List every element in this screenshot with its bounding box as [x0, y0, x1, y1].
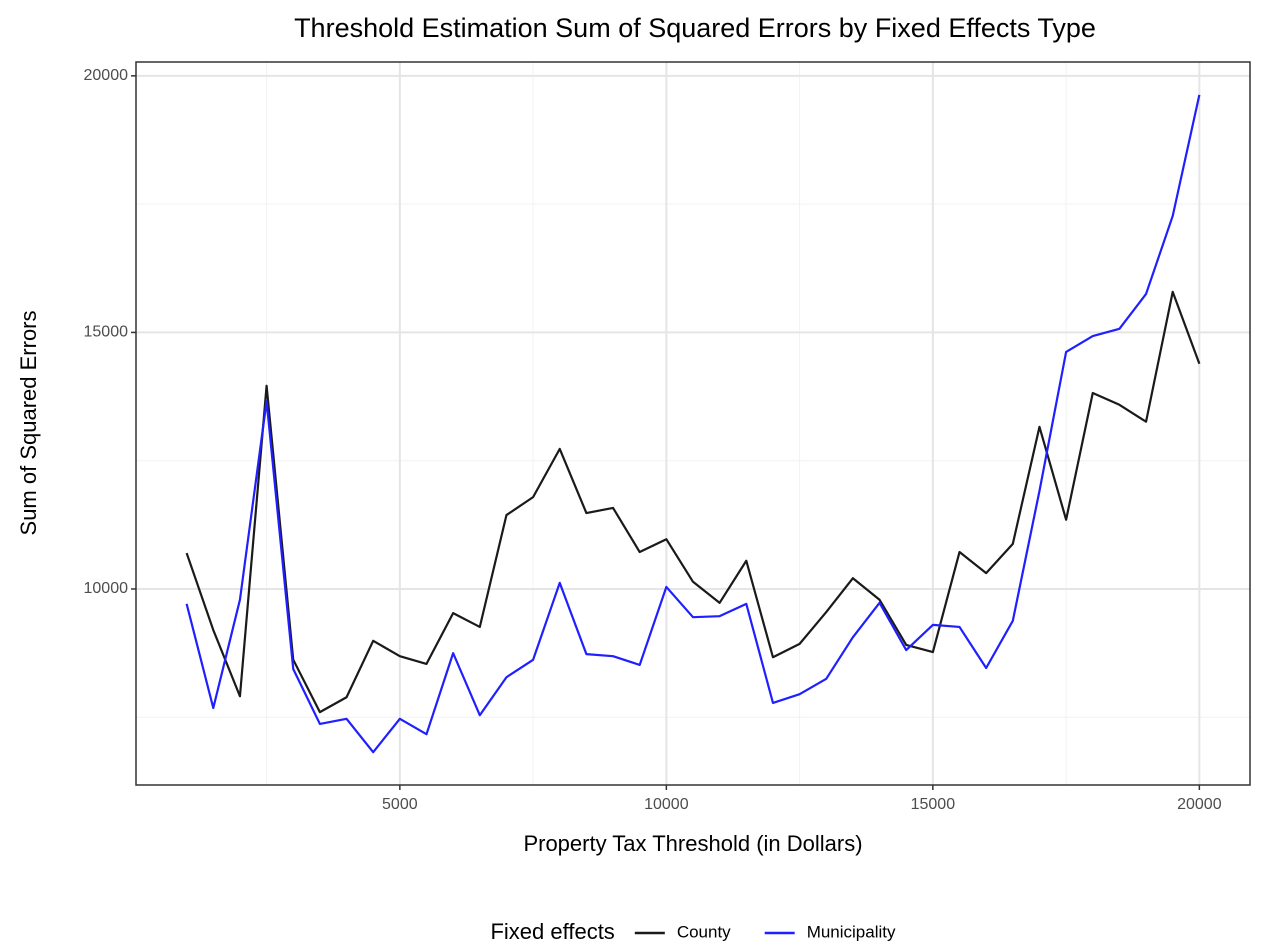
legend-title: Fixed effects — [490, 919, 614, 944]
y-tick-label: 10000 — [84, 580, 129, 597]
x-tick-label: 20000 — [1177, 796, 1222, 813]
line-series — [185, 94, 1201, 754]
y-tick-label: 15000 — [84, 324, 129, 341]
legend-label: County — [677, 922, 731, 941]
line-series — [185, 290, 1201, 714]
x-tick-label: 10000 — [644, 796, 689, 813]
panel-border — [135, 61, 1251, 786]
y-tick-label: 20000 — [84, 67, 129, 84]
chart-title: Threshold Estimation Sum of Squared Erro… — [294, 13, 1096, 43]
legend-label: Municipality — [807, 922, 896, 941]
x-tick-label: 5000 — [382, 796, 418, 813]
x-tick-label: 15000 — [911, 796, 956, 813]
x-axis-title: Property Tax Threshold (in Dollars) — [523, 831, 862, 856]
y-axis-title: Sum of Squared Errors — [16, 311, 41, 536]
